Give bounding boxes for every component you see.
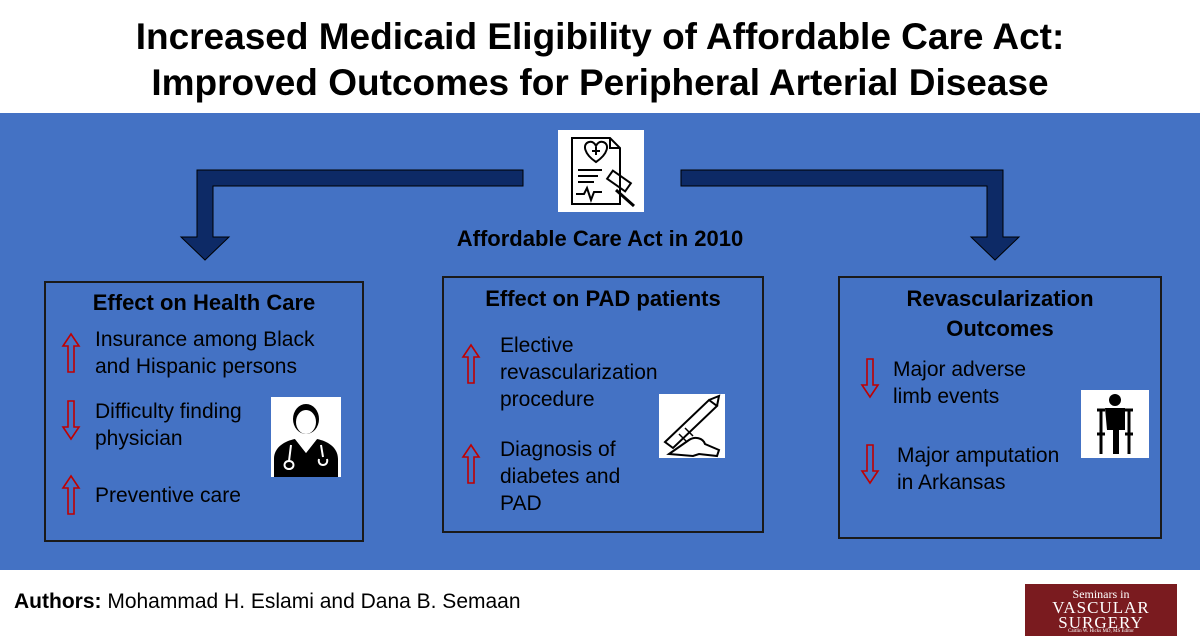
health-item-1-line-2: and Hispanic persons xyxy=(95,355,297,378)
health-item-2-line-2: physician xyxy=(95,427,183,450)
legal-document-heart-gavel-icon xyxy=(558,130,644,212)
revasc-item-1-line-1: Major adverse xyxy=(893,358,1027,381)
revasc-item-2-line-1: Major amputation xyxy=(897,444,1060,467)
health-item-1-line-1: Insurance among Black xyxy=(95,328,315,351)
title-line-1: Increased Medicaid Eligibility of Afford… xyxy=(135,16,1065,57)
health-care-title: Effect on Health Care xyxy=(92,290,316,315)
logo-line-1: Seminars in xyxy=(1072,587,1130,601)
authors-line: Authors: Mohammad H. Eslami and Dana B. … xyxy=(14,590,521,614)
center-label: Affordable Care Act in 2010 xyxy=(456,226,744,251)
pad-item-2: Diagnosis of diabetes and PAD xyxy=(500,436,620,517)
logo-line-2: VASCULAR xyxy=(1052,598,1150,617)
health-item-3: Preventive care xyxy=(95,484,241,507)
logo-line-3: SURGERY xyxy=(1058,613,1144,632)
pad-item-1: Elective revascularization procedure xyxy=(500,332,658,413)
up-arrow-icon xyxy=(461,443,481,484)
revasc-item-1-line-2: limb events xyxy=(893,385,1000,408)
health-item-2: Difficulty finding physician xyxy=(95,398,242,452)
pad-patients-box: Effect on PAD patients xyxy=(442,276,764,533)
up-arrow-icon xyxy=(461,343,481,384)
revasc-item-1: Major adverse limb events xyxy=(893,356,1026,410)
pad-item-1-line-1: Elective xyxy=(500,334,574,357)
journal-logo: Seminars in VASCULAR SURGERY Caitlin W. … xyxy=(1025,584,1177,636)
revasc-outcomes-title: Revascularization Outcomes xyxy=(840,284,1160,344)
health-care-box: Effect on Health Care xyxy=(44,281,364,542)
revasc-outcomes-box: Revascularization Outcomes xyxy=(838,276,1162,539)
revasc-title-line-2: Outcomes xyxy=(946,316,1054,341)
revasc-item-2-line-2: in Arkansas xyxy=(897,471,1006,494)
pad-item-2-line-2: diabetes and xyxy=(500,465,621,488)
pad-item-1-line-3: procedure xyxy=(500,388,595,411)
amputee-crutches-icon xyxy=(1081,390,1149,458)
page-title: Increased Medicaid Eligibility of Afford… xyxy=(0,14,1200,106)
doctor-icon xyxy=(271,397,341,477)
revasc-item-2: Major amputation in Arkansas xyxy=(897,442,1059,496)
up-arrow-icon xyxy=(61,474,81,515)
down-arrow-icon xyxy=(61,400,81,441)
pad-patients-title: Effect on PAD patients xyxy=(485,286,721,311)
pad-item-1-line-2: revascularization xyxy=(500,361,658,384)
revasc-title-line-1: Revascularization xyxy=(906,286,1094,311)
down-arrow-icon xyxy=(860,358,880,399)
scalpel-hand-icon xyxy=(659,394,725,458)
health-item-1: Insurance among Black and Hispanic perso… xyxy=(95,326,314,380)
left-arrow xyxy=(179,169,524,261)
health-item-2-line-1: Difficulty finding xyxy=(95,400,242,423)
authors-names: Mohammad H. Eslami and Dana B. Semaan xyxy=(101,590,521,613)
down-arrow-icon xyxy=(860,444,880,485)
up-arrow-icon xyxy=(61,332,81,373)
title-line-2: Improved Outcomes for Peripheral Arteria… xyxy=(151,62,1049,103)
logo-line-4: Caitlin W. Hicks MD, MS Editor xyxy=(1068,629,1134,634)
right-arrow xyxy=(680,169,1021,261)
pad-item-2-line-1: Diagnosis of xyxy=(500,438,616,461)
authors-label: Authors: xyxy=(14,590,102,613)
pad-item-2-line-3: PAD xyxy=(500,492,542,515)
